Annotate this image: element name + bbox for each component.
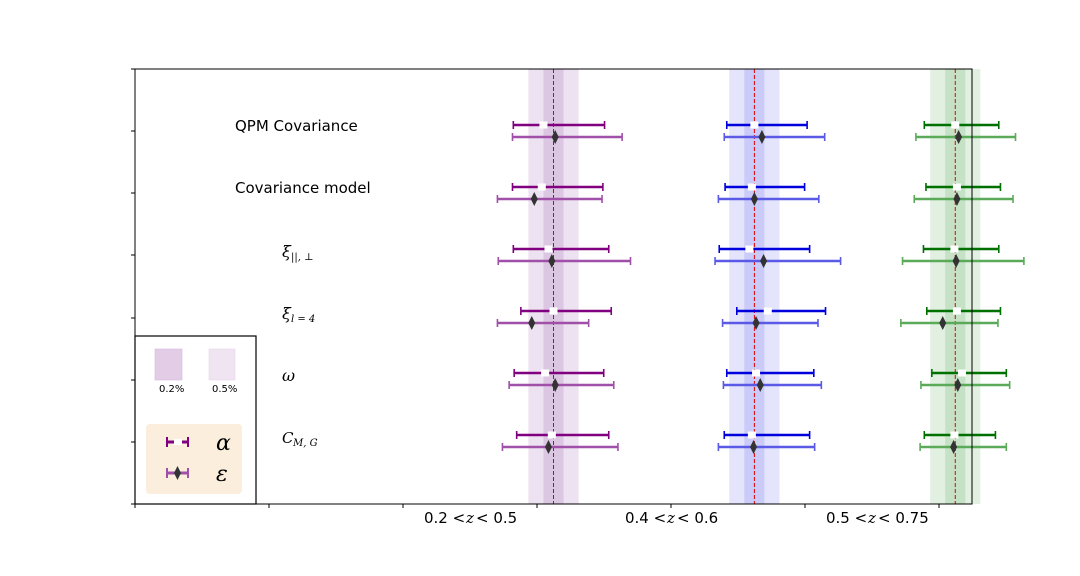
group-label-2: 0.4 < z < 0.6	[625, 509, 718, 527]
svg-text:ξ: ξ	[282, 304, 292, 323]
epsilon-marker-row-6-group-3	[950, 440, 958, 454]
svg-text:z: z	[666, 509, 675, 527]
epsilon-marker-row-2-group-1	[530, 192, 538, 206]
svg-text:0.5 <: 0.5 <	[826, 509, 867, 527]
epsilon-marker-row-5-group-2	[756, 378, 764, 392]
alpha-marker-row-5-group-1	[541, 369, 550, 377]
plot-frame	[134, 68, 973, 505]
epsilon-marker-row-2-group-3	[953, 192, 961, 206]
group-label-3: 0.5 < z < 0.75	[826, 509, 929, 527]
alpha-marker-row-1-group-2	[750, 121, 759, 129]
row-label-xi-par-perp: ξ ||, ⊥	[282, 242, 314, 263]
alpha-marker-row-2-group-1	[537, 183, 546, 191]
svg-text:< 0.5: < 0.5	[476, 509, 517, 527]
row-label-omega: ω	[282, 366, 295, 385]
alpha-marker-row-2-group-3	[952, 183, 961, 191]
legend-swatch-inner	[154, 348, 183, 381]
alpha-marker-row-5-group-3	[957, 369, 966, 377]
legend-alpha-label: α	[216, 431, 231, 456]
legend-alpha-marker	[166, 437, 189, 447]
epsilon-marker-row-1-group-1	[551, 130, 559, 144]
alpha-marker-row-3-group-3	[950, 245, 959, 253]
group-label-1: 0.2 < z < 0.5	[424, 509, 517, 527]
row-label-qpm: QPM Covariance	[235, 117, 358, 135]
legend-epsilon-marker	[166, 466, 189, 480]
legend-swatch-outer	[208, 348, 236, 381]
error-bars	[496, 121, 1025, 454]
row-label-xi-l4: ξ l = 4	[282, 304, 315, 325]
epsilon-marker-row-4-group-2	[752, 316, 760, 330]
epsilon-marker-row-1-group-2	[758, 130, 766, 144]
alpha-marker-row-4-group-3	[952, 307, 961, 315]
alpha-marker-row-6-group-2	[747, 431, 756, 439]
alpha-marker-row-6-group-1	[547, 431, 556, 439]
epsilon-marker-row-3-group-2	[760, 254, 768, 268]
epsilon-marker-row-6-group-1	[544, 440, 552, 454]
legend-inner-label: 0.2%	[159, 384, 184, 395]
svg-text:< 0.75: < 0.75	[878, 509, 929, 527]
epsilon-marker-row-3-group-1	[548, 254, 556, 268]
legend: 0.2% 0.5% α ε	[134, 335, 257, 505]
svg-text:M, G: M, G	[292, 438, 318, 449]
alpha-marker-row-3-group-1	[544, 245, 553, 253]
epsilon-marker-row-4-group-3	[939, 316, 947, 330]
svg-text:||, ⊥: ||, ⊥	[291, 252, 314, 263]
legend-outer-label: 0.5%	[212, 384, 237, 395]
epsilon-marker-row-6-group-2	[750, 440, 758, 454]
legend-epsilon-label: ε	[216, 462, 228, 487]
svg-text:< 0.6: < 0.6	[677, 509, 718, 527]
alpha-marker-row-5-group-2	[752, 369, 761, 377]
alpha-marker-row-1-group-1	[539, 121, 548, 129]
epsilon-marker-row-5-group-1	[551, 378, 559, 392]
alpha-marker-row-4-group-1	[549, 307, 558, 315]
alpha-marker-row-6-group-3	[950, 431, 959, 439]
svg-text:C: C	[282, 429, 294, 447]
alpha-marker-row-4-group-2	[763, 307, 772, 315]
alpha-marker-row-3-group-2	[745, 245, 754, 253]
row-label-cmg: C M, G	[282, 429, 318, 449]
epsilon-marker-row-3-group-3	[952, 254, 960, 268]
epsilon-marker-row-4-group-1	[528, 316, 536, 330]
svg-text:z: z	[867, 509, 876, 527]
svg-text:z: z	[465, 509, 474, 527]
epsilon-marker-row-5-group-3	[954, 378, 962, 392]
svg-text:l = 4: l = 4	[291, 314, 315, 325]
epsilon-marker-row-2-group-2	[750, 192, 758, 206]
alpha-marker-row-2-group-2	[747, 183, 756, 191]
svg-text:0.2 <: 0.2 <	[424, 509, 465, 527]
row-label-cov-model: Covariance model	[235, 179, 371, 197]
svg-text:ξ: ξ	[282, 242, 292, 261]
alpha-marker-row-1-group-3	[951, 121, 960, 129]
svg-text:0.4 <: 0.4 <	[625, 509, 666, 527]
epsilon-marker-row-1-group-3	[955, 130, 963, 144]
x-ticks	[134, 504, 940, 508]
y-ticks	[131, 68, 135, 505]
